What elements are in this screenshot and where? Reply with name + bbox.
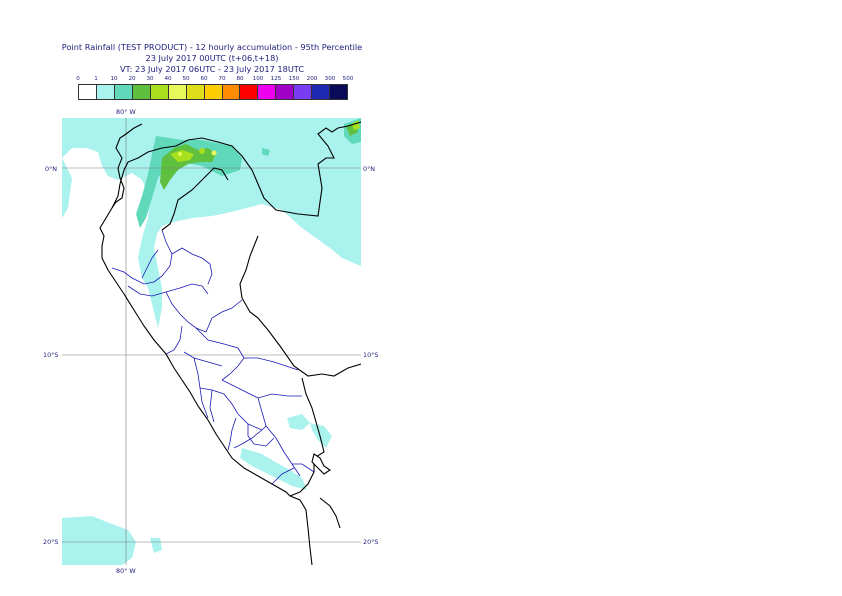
legend-swatch <box>222 85 241 99</box>
legend-tick-label: 300 <box>324 76 336 82</box>
legend-tick-label: 50 <box>182 76 190 82</box>
legend-tick-label: 150 <box>288 76 300 82</box>
legend-tick-label: 1 <box>94 76 98 82</box>
legend-bar <box>78 84 348 100</box>
legend-tick-label: 500 <box>342 76 354 82</box>
legend-swatch <box>240 85 259 99</box>
legend-swatch <box>132 85 151 99</box>
title-line-2: 23 July 2017 00UTC (t+06,t+18) <box>145 53 279 63</box>
legend-tick-label: 30 <box>146 76 154 82</box>
top-longitude-label: 80° W <box>116 108 136 116</box>
legend-tick-label: 200 <box>306 76 318 82</box>
rainfall-map <box>62 118 361 565</box>
legend-tick-label: 10 <box>110 76 118 82</box>
legend-tick-label: 70 <box>218 76 226 82</box>
map-title: Point Rainfall (TEST PRODUCT) - 12 hourl… <box>0 42 424 75</box>
lat-label-left-0: 0°N <box>45 165 58 173</box>
legend-swatch <box>312 85 331 99</box>
legend-swatch <box>96 85 115 99</box>
legend-swatch <box>114 85 133 99</box>
graticule <box>62 118 361 565</box>
lat-label-right-0: 0°N <box>363 165 376 173</box>
legend-ticks: 0 1 10 20 30 40 50 60 70 80 100 125 150 200 300 500 <box>76 76 353 84</box>
legend-tick-label: 40 <box>164 76 172 82</box>
legend-swatch <box>258 85 277 99</box>
legend-tick-label: 60 <box>200 76 208 82</box>
legend-swatch <box>186 85 205 99</box>
legend-tick-label: 80 <box>236 76 244 82</box>
legend-swatch <box>168 85 187 99</box>
title-line-1: Point Rainfall (TEST PRODUCT) - 12 hourl… <box>61 42 363 52</box>
title-line-3: VT: 23 July 2017 06UTC - 23 July 2017 18… <box>119 64 305 74</box>
legend-swatch <box>294 85 313 99</box>
legend-tick-label: 20 <box>128 76 136 82</box>
legend-swatch <box>150 85 169 99</box>
rainfall-heavy-areas <box>160 120 360 190</box>
legend-swatch <box>79 85 97 99</box>
legend-tick-label: 0 <box>76 76 80 82</box>
legend-swatch <box>330 85 348 99</box>
legend-tick-label: 125 <box>270 76 282 82</box>
lat-label-right-10s: 10°S <box>363 351 379 359</box>
country-borders <box>99 121 361 565</box>
lat-label-left-10s: 10°S <box>43 351 59 359</box>
lat-label-right-20s: 20°S <box>363 538 379 546</box>
legend-tick-label: 100 <box>252 76 264 82</box>
color-legend: 0 1 10 20 30 40 50 60 70 80 100 125 150 200 300 500 <box>76 76 353 102</box>
bottom-longitude-label: 80° W <box>116 567 136 575</box>
region-boundaries <box>111 229 315 485</box>
lat-label-left-20s: 20°S <box>43 538 59 546</box>
legend-swatch <box>276 85 295 99</box>
legend-swatch <box>204 85 223 99</box>
